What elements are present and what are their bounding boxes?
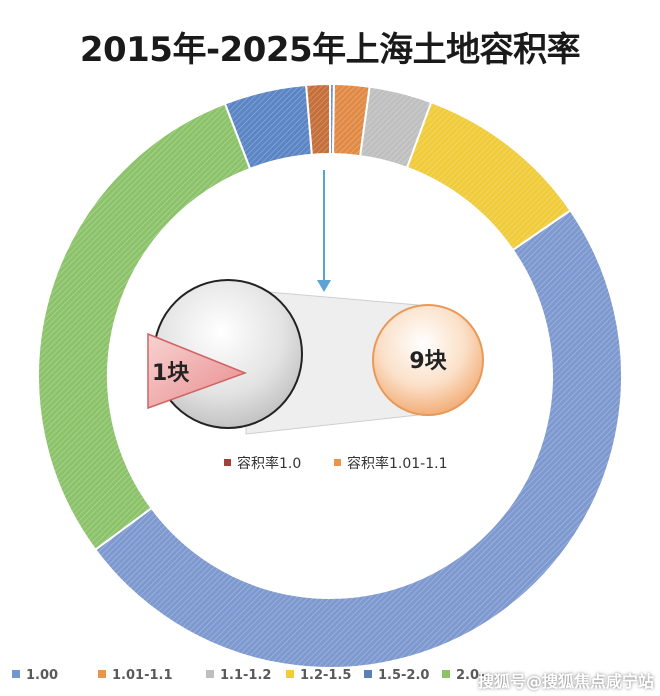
right-bubble-label: 9块 (409, 349, 447, 374)
inset-legend-swatch-1 (224, 459, 231, 466)
legend-swatch (206, 670, 214, 678)
left-bubble-label: 1块 (152, 361, 190, 386)
donut-slice-hatch-3 (407, 102, 571, 251)
legend-label: 2.0-... (456, 668, 500, 683)
donut-slices (37, 82, 623, 669)
watermark: 搜狐号@搜狐焦点咸宁站 (478, 672, 655, 691)
chart-legend: 1.00 1.01-1.1 1.1-1.2 1.2-1.5 1.5-2.0 2.… (10, 668, 660, 690)
legend-label: 1.00 (26, 668, 59, 683)
callout-arrow-head (317, 280, 331, 292)
legend-swatch (98, 670, 106, 678)
inset-callout: 1块 9块 容积率1.0 容积率1.01-1.1 (147, 170, 484, 472)
legend-label: 1.1-1.2 (220, 668, 272, 683)
legend-item: 1.01-1.1 (98, 668, 173, 683)
legend-label: 1.5-2.0 (378, 668, 430, 683)
legend-label: 1.01-1.1 (112, 668, 173, 683)
legend-item: 1.5-2.0 (364, 668, 429, 683)
legend-item: 1.2-1.5 (286, 668, 351, 683)
inset-legend-label-1: 容积率1.0 (237, 455, 301, 472)
legend-label: 1.2-1.5 (300, 668, 352, 683)
orange-bubble (372, 304, 484, 416)
legend-swatch (286, 670, 294, 678)
legend-item: 1.1-1.2 (206, 668, 271, 683)
inset-legend-label-2: 容积率1.01-1.1 (347, 455, 448, 472)
legend-item: 2.0-... (442, 668, 499, 683)
legend-swatch (12, 670, 20, 678)
donut-slice-hatch-7 (306, 84, 330, 155)
donut-slice-hatch-6 (224, 84, 312, 169)
donut-slice-hatch-4 (95, 210, 622, 668)
legend-swatch (364, 670, 372, 678)
legend-swatch (442, 670, 450, 678)
legend-item: 1.00 (12, 668, 58, 683)
donut-slice-hatch-1 (333, 84, 370, 157)
pointer-triangle (147, 332, 248, 410)
inset-legend-swatch-2 (334, 459, 341, 466)
chart-title: 2015年-2025年上海土地容积率 (79, 30, 581, 70)
donut-slice-hatch-5 (37, 103, 251, 550)
